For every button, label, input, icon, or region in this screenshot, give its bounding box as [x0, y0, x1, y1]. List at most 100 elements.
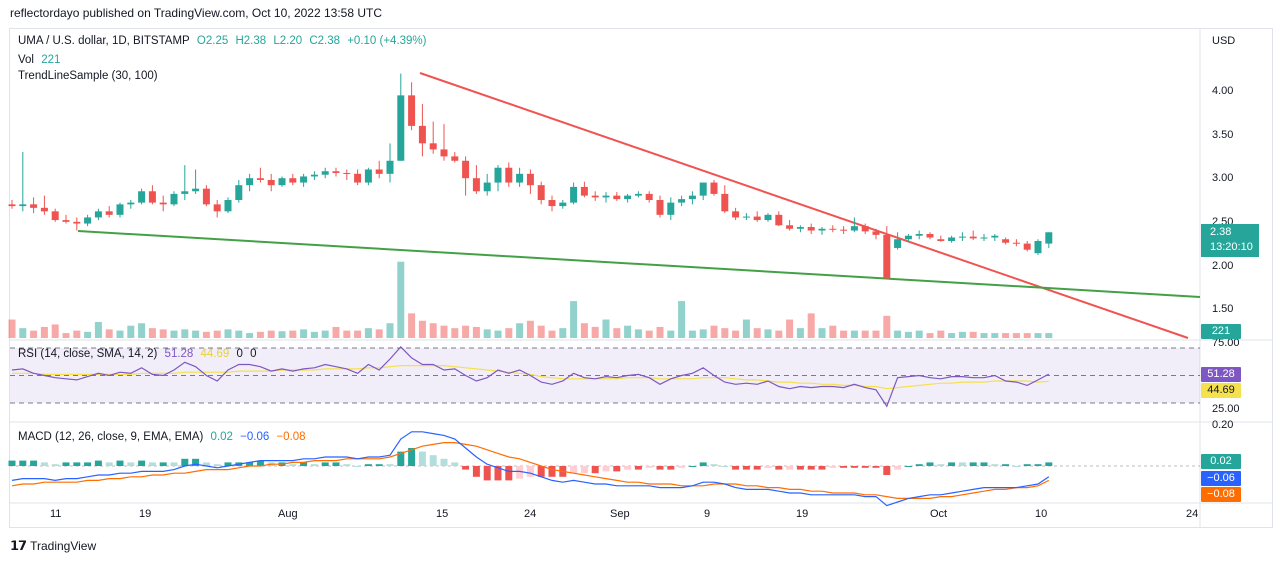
volume-bar — [904, 331, 912, 338]
volume-bar — [969, 331, 977, 338]
macd-histogram-bar — [829, 466, 837, 468]
candle-body — [105, 211, 113, 215]
signal-value: −0.08 — [276, 431, 306, 443]
macd-histogram-bar — [364, 464, 372, 466]
volume-bar — [224, 329, 232, 338]
volume-bar — [202, 331, 210, 338]
candle-body — [213, 204, 221, 212]
macd-legend[interactable]: MACD (12, 26, close, 9, EMA, EMA) 0.02 −… — [18, 431, 310, 443]
candle-body — [1023, 243, 1031, 250]
candle-body — [688, 195, 696, 200]
volume-bar — [148, 328, 156, 338]
candle-body — [364, 169, 372, 183]
candle-body — [958, 236, 966, 238]
candle-body — [94, 211, 102, 218]
macd-histogram-bar — [634, 466, 642, 470]
macd-histogram-bar — [213, 464, 221, 466]
candle-body — [1045, 232, 1053, 244]
macd-histogram-bar — [202, 462, 210, 466]
macd-histogram-bar — [624, 466, 632, 470]
macd-histogram-bar — [429, 455, 437, 466]
candle-body — [429, 143, 437, 150]
candle-body — [570, 186, 578, 203]
candle-body — [699, 182, 707, 196]
rsi-legend[interactable]: RSI (14, close, SMA, 14, 2) 51.28 44.69 … — [18, 348, 261, 360]
candle-body — [818, 228, 826, 231]
close-value: C2.38 — [309, 35, 340, 47]
volume-bar — [429, 323, 437, 338]
macd-histogram-bar — [159, 462, 167, 466]
macd-histogram-bar — [980, 462, 988, 466]
symbol-legend[interactable]: UMA / U.S. dollar, 1D, BITSTAMP O2.25 H2… — [18, 35, 430, 47]
volume-bar — [116, 330, 124, 338]
volume-bar — [192, 330, 200, 338]
volume-bar — [742, 319, 750, 338]
volume-bar — [386, 323, 394, 338]
change-value: +0.10 (+4.39%) — [347, 35, 427, 47]
candle-body — [786, 225, 794, 229]
volume-bar — [645, 330, 653, 338]
volume-bar — [937, 330, 945, 338]
macd-hist-value: 0.02 — [210, 431, 233, 443]
macd-badge: −0.06 — [1201, 471, 1241, 486]
candle-body — [397, 95, 405, 161]
candle-body — [73, 221, 81, 224]
volume-bar — [1034, 333, 1042, 338]
volume-bar — [775, 330, 783, 338]
vol-value: 221 — [41, 54, 61, 66]
volume-bar — [94, 322, 102, 338]
tradingview-footer[interactable]: 𝟭𝟳 TradingView — [10, 538, 96, 554]
macd-value: −0.06 — [240, 431, 270, 443]
candle-body — [310, 174, 318, 177]
volume-bar — [678, 301, 686, 338]
volume-bar — [278, 331, 286, 338]
last-price-badge: 2.38 13:20:10 — [1201, 224, 1259, 257]
candle-body — [267, 179, 275, 186]
candle-body — [224, 200, 232, 212]
candle-body — [894, 239, 902, 248]
macd-histogram-bar — [483, 466, 491, 481]
volume-bar — [170, 330, 178, 338]
volume-bar — [472, 326, 480, 338]
ascending-trendline — [77, 230, 1201, 298]
candle-body — [408, 95, 416, 126]
macd-histogram-bar — [775, 466, 783, 470]
vol-label: Vol — [18, 54, 34, 66]
chart-frame[interactable] — [9, 28, 1273, 528]
macd-histogram-bar — [256, 460, 264, 466]
volume-bar — [753, 328, 761, 338]
macd-histogram-bar — [678, 466, 686, 468]
trendline-legend[interactable]: TrendLineSample (30, 100) — [18, 70, 162, 82]
rsi-badge: 51.28 — [1201, 367, 1241, 382]
macd-histogram-bar — [613, 466, 621, 472]
candle-body — [742, 216, 750, 218]
candle-body — [807, 227, 815, 231]
candle-body — [1012, 242, 1020, 244]
time-tick: Oct — [930, 508, 948, 520]
volume-bar — [559, 328, 567, 338]
macd-histogram-bar — [904, 466, 912, 467]
volume-bar — [300, 329, 308, 338]
published-by: reflectordayo published on TradingView.c… — [10, 6, 382, 20]
price-tick: 3.50 — [1212, 129, 1234, 141]
candle-body — [138, 191, 146, 203]
candle-body — [624, 195, 632, 200]
volume-legend[interactable]: Vol 221 — [18, 54, 64, 66]
macd-histogram-bar — [105, 462, 113, 466]
candle-body — [116, 204, 124, 215]
volume-bar — [1023, 333, 1031, 338]
symbol-name[interactable]: UMA / U.S. dollar, 1D, BITSTAMP — [18, 35, 190, 47]
currency-label[interactable]: USD — [1212, 35, 1236, 47]
macd-histogram-bar — [289, 464, 297, 466]
macd-histogram-bar — [310, 464, 318, 466]
macd-histogram-bar — [332, 462, 340, 466]
volume-bar — [602, 319, 610, 338]
volume-bar — [764, 329, 772, 338]
candle-body — [678, 199, 686, 203]
volume-bar — [19, 328, 27, 338]
candle-body — [505, 167, 513, 183]
volume-bar — [267, 330, 275, 338]
signal-badge: −0.08 — [1201, 487, 1241, 502]
volume-bar — [958, 331, 966, 338]
